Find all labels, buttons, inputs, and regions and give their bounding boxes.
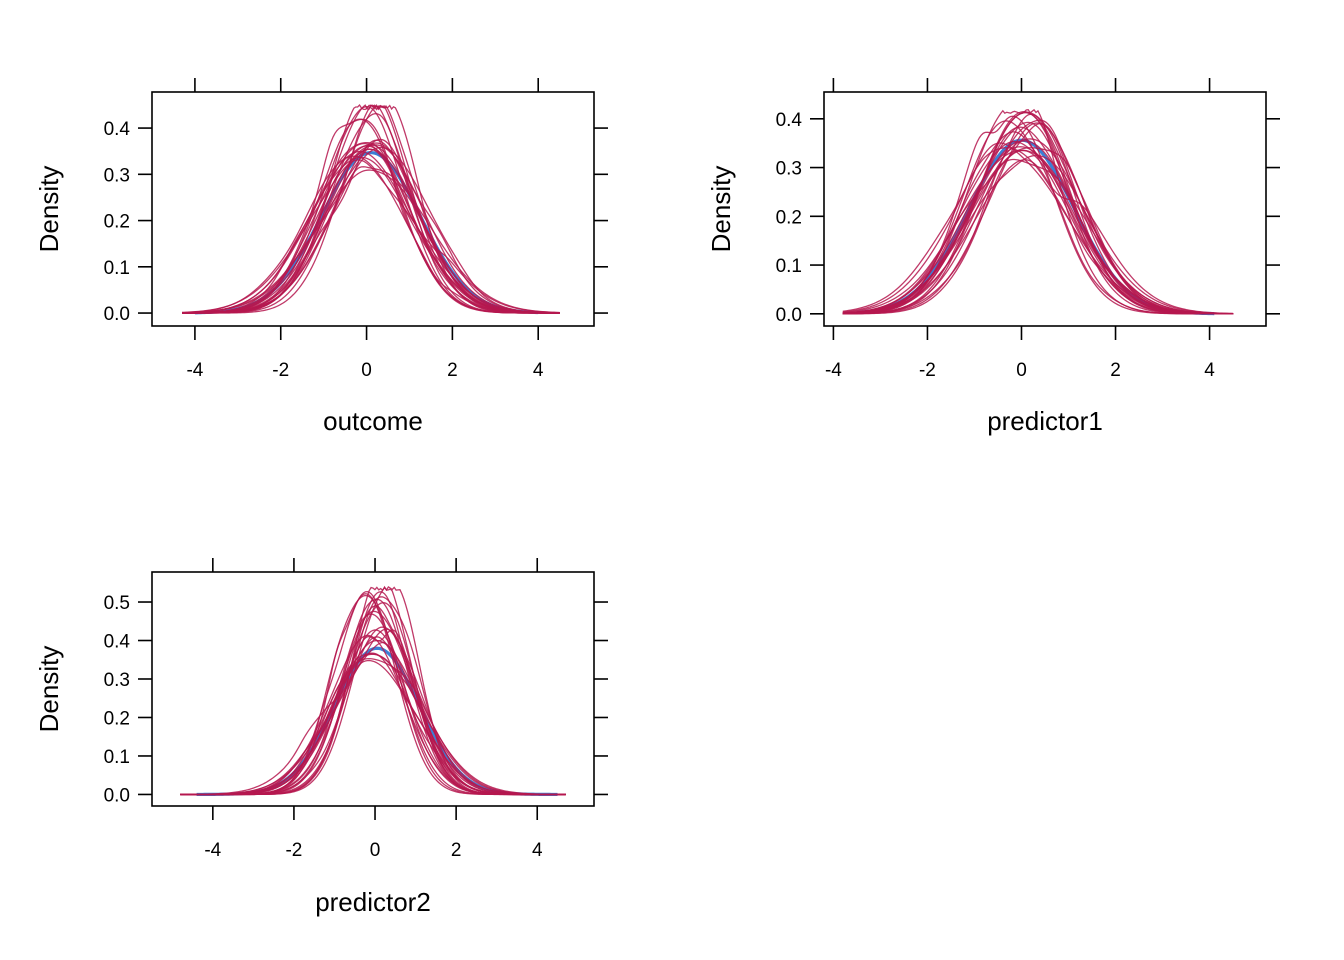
imputed-density-line (180, 658, 566, 796)
y-tick-label: 0.1 (104, 747, 130, 768)
imputed-density-line (842, 159, 1234, 315)
imputed-density-line (182, 148, 560, 314)
imputed-density-line (182, 146, 560, 314)
imputed-density-line (180, 590, 566, 796)
panel-frame (151, 571, 595, 807)
x-axis-label: predictor2 (315, 887, 431, 917)
imputed-density-line (182, 139, 560, 314)
imputed-density-line (182, 156, 560, 314)
y-tick-label: 0.3 (776, 159, 802, 180)
x-tick-label: 4 (533, 360, 544, 381)
imputed-density-line (182, 166, 560, 314)
x-tick-label: 2 (451, 840, 462, 861)
imputed-density-line (842, 149, 1234, 315)
imputed-density-line (182, 169, 560, 314)
imputed-density-line (182, 113, 560, 314)
x-axis-label: outcome (323, 406, 423, 436)
imputed-density-line (180, 659, 566, 796)
x-tick-label: -2 (285, 840, 302, 861)
imputed-density-line (180, 636, 566, 796)
imputed-density-line (842, 122, 1234, 315)
imputed-density-line (180, 626, 566, 796)
y-tick-label: 0.1 (104, 258, 130, 279)
panel-frame (151, 91, 595, 327)
imputed-density-line (182, 105, 560, 314)
y-tick-label: 0.2 (776, 207, 802, 228)
x-tick-label: -4 (186, 360, 203, 381)
imputed-density-line (180, 653, 566, 796)
x-tick-label: 2 (447, 360, 458, 381)
y-tick-label: 0.4 (104, 632, 131, 653)
imputed-density-line (842, 120, 1234, 315)
y-tick-label: 0.0 (104, 304, 130, 325)
density-panel-predictor2: -4 -2 0 2 4 0.0 0.1 0.2 0.3 0.4 0.5 predictor2 Densi… (34, 558, 608, 917)
observed-density-line (194, 151, 539, 315)
density-panel-predictor1: -4 -2 0 2 4 0.0 0.1 0.2 0.3 0.4 predictor1 Density (706, 78, 1280, 436)
imputed-density-line (182, 104, 560, 314)
x-tick-label: 2 (1110, 360, 1121, 381)
imputed-density-line (182, 155, 560, 314)
x-tick-label: 0 (361, 360, 372, 381)
y-tick-label: 0.5 (104, 593, 130, 614)
imputed-density-line (182, 150, 560, 314)
y-tick-label: 0.2 (104, 212, 130, 233)
x-tick-label: 0 (370, 840, 381, 861)
density-panel-outcome: -4 -2 0 2 4 0.0 0.1 0.2 0.3 0.4 outcome Density (34, 78, 608, 436)
x-tick-label: 4 (1204, 360, 1215, 381)
imputed-density-line (842, 113, 1234, 315)
imputed-density-line (180, 639, 566, 796)
y-tick-label: 0.0 (104, 785, 130, 806)
x-tick-label: 4 (532, 840, 543, 861)
observed-density-line (196, 646, 558, 797)
imputed-density-line (180, 585, 566, 796)
y-tick-label: 0.0 (776, 305, 802, 326)
x-tick-label: -4 (204, 840, 221, 861)
imputed-density-line (182, 148, 560, 314)
x-axis-label: predictor1 (987, 406, 1103, 436)
imputed-density-line (182, 118, 560, 314)
imputed-density-line (180, 598, 566, 796)
x-tick-label: -2 (919, 360, 936, 381)
y-tick-label: 0.4 (776, 110, 803, 131)
imputed-density-line (182, 103, 560, 314)
imputed-density-line (842, 112, 1234, 315)
imputed-density-line (180, 602, 566, 796)
x-tick-label: 0 (1016, 360, 1027, 381)
imputed-density-line (180, 653, 566, 796)
imputed-density-line (182, 104, 560, 314)
imputed-density-line (842, 111, 1234, 315)
imputed-density-line (180, 593, 566, 796)
imputed-density-line (180, 591, 566, 796)
x-tick-label: -2 (272, 360, 289, 381)
y-tick-label: 0.3 (104, 670, 130, 691)
y-axis-label: Density (706, 166, 736, 253)
imputed-density-line (182, 104, 560, 314)
imputed-density-line (180, 629, 566, 796)
imputed-density-line (180, 641, 566, 796)
imputed-density-line (842, 138, 1234, 315)
y-tick-label: 0.2 (104, 708, 130, 729)
x-tick-label: -4 (825, 360, 842, 381)
imputed-density-line (182, 159, 560, 314)
imputed-density-line (182, 141, 560, 314)
imputed-density-line (842, 111, 1234, 315)
y-tick-label: 0.1 (776, 256, 802, 277)
imputed-density-line (182, 118, 560, 314)
y-tick-label: 0.4 (104, 119, 131, 140)
y-tick-label: 0.3 (104, 165, 130, 186)
imputed-density-line (180, 594, 566, 796)
imputed-density-line (180, 652, 566, 796)
panel-frame (823, 91, 1267, 327)
imputed-density-line (842, 158, 1234, 315)
imputed-density-line (180, 596, 566, 796)
y-axis-label: Density (34, 646, 64, 733)
imputed-density-line (180, 586, 566, 796)
y-axis-label: Density (34, 166, 64, 253)
imputed-density-line (182, 145, 560, 314)
imputed-density-line (182, 142, 560, 314)
